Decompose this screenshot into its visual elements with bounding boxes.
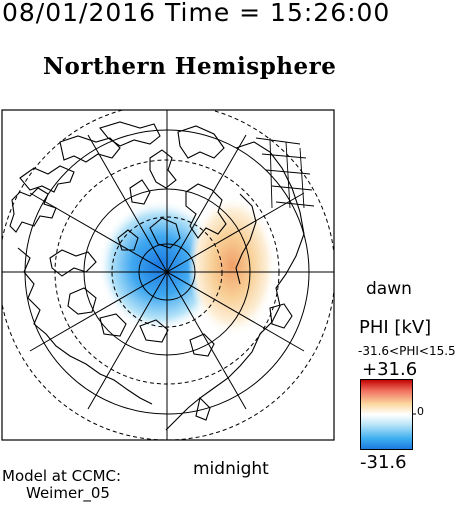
positive-potential-cell (188, 196, 276, 336)
midnight-label: midnight (193, 459, 269, 479)
colorbar-zero-label: 0 (417, 405, 424, 418)
negative-potential-cell (98, 200, 222, 332)
region-grid (255, 137, 315, 209)
dawn-label: dawn (366, 279, 412, 299)
meridian-lines (2, 110, 334, 440)
colorbar-max-label: +31.6 (362, 359, 418, 380)
colorbar-title: PHI [kV] (359, 317, 432, 338)
polar-map (1, 109, 335, 441)
page-title: Northern Hemisphere (43, 53, 337, 80)
colorbar-min-label: -31.6 (360, 452, 407, 473)
colorbar-gradient (360, 379, 413, 450)
map-frame (1, 109, 335, 441)
colorbar-range: -31.6<PHI<15.5 (358, 344, 456, 358)
coastlines (9, 121, 305, 431)
model-credit-line2: Weimer_05 (26, 484, 110, 502)
timestamp: 08/01/2016 Time = 15:26:00 (2, 0, 391, 27)
colorbar (360, 379, 416, 450)
model-credit-line1: Model at CCMC: (2, 467, 122, 485)
